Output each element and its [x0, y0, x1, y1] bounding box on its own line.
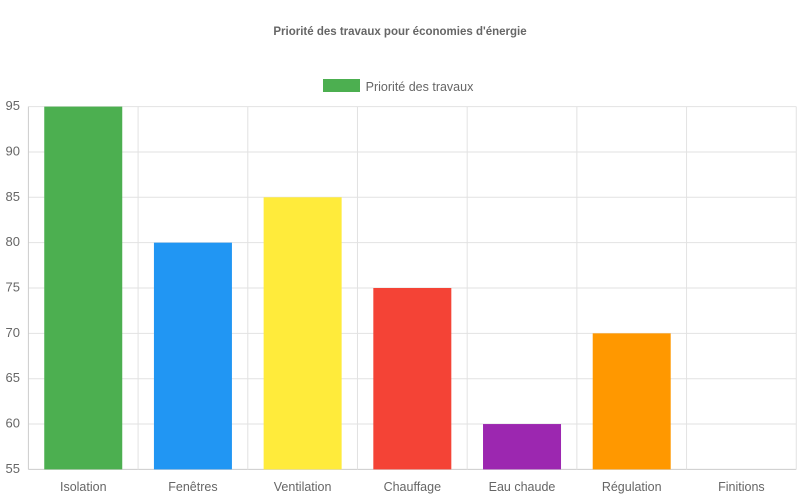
svg-text:55: 55	[6, 461, 20, 476]
svg-text:95: 95	[6, 98, 20, 113]
svg-text:70: 70	[6, 325, 20, 340]
svg-text:Chauffage: Chauffage	[384, 480, 442, 494]
svg-text:Finitions: Finitions	[718, 480, 765, 494]
svg-text:60: 60	[6, 416, 20, 431]
svg-text:65: 65	[6, 370, 20, 385]
svg-text:Eau chaude: Eau chaude	[489, 480, 556, 494]
svg-text:Ventilation: Ventilation	[274, 480, 332, 494]
svg-text:75: 75	[6, 280, 20, 295]
svg-text:80: 80	[6, 234, 20, 249]
svg-text:90: 90	[6, 144, 20, 159]
svg-text:85: 85	[6, 189, 20, 204]
svg-text:Fenêtres: Fenêtres	[168, 480, 217, 494]
svg-text:Régulation: Régulation	[602, 480, 662, 494]
svg-text:Isolation: Isolation	[60, 480, 107, 494]
